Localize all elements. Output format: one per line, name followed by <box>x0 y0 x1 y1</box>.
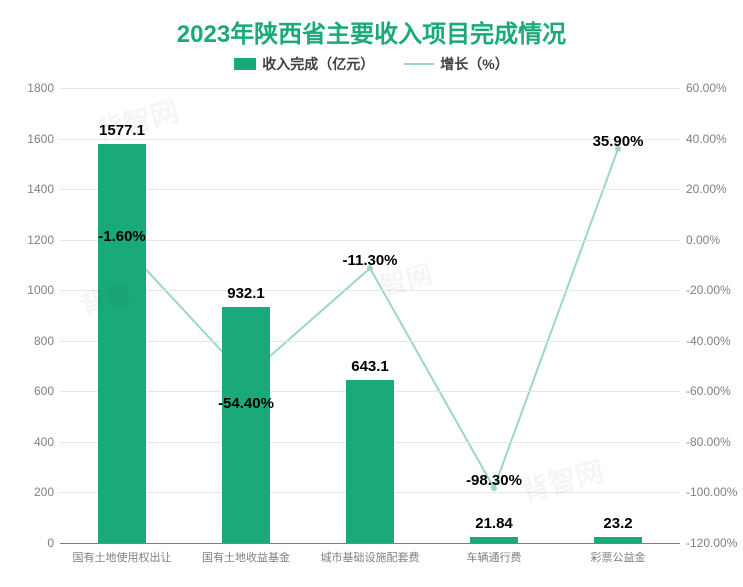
y-left-tick: 800 <box>34 334 54 348</box>
bar-value-label: 23.2 <box>603 515 632 532</box>
y-left-tick: 1600 <box>27 132 54 146</box>
y-right-tick: 0.00% <box>686 233 720 247</box>
grid-line <box>60 543 680 544</box>
legend-item-line: 增长（%） <box>404 54 508 74</box>
y-right-tick: 60.00% <box>686 81 727 95</box>
line-value-label: -11.30% <box>342 252 397 269</box>
y-right-tick: -120.00% <box>686 536 737 550</box>
legend-bar-swatch <box>234 58 256 70</box>
chart-title: 2023年陕西省主要收入项目完成情况 <box>0 14 743 49</box>
bar <box>470 537 517 543</box>
grid-line <box>60 341 680 342</box>
y-left-tick: 1200 <box>27 233 54 247</box>
y-right-tick: 20.00% <box>686 182 727 196</box>
bar <box>346 380 393 543</box>
chart-container: 2023年陕西省主要收入项目完成情况 收入完成（亿元） 增长（%） 020040… <box>0 0 743 587</box>
y-left-tick: 1800 <box>27 81 54 95</box>
y-left-tick: 1400 <box>27 182 54 196</box>
x-tick: 城市基础设施配套费 <box>321 549 420 565</box>
y-right-tick: -80.00% <box>686 435 731 449</box>
bar <box>222 307 269 543</box>
y-right-tick: -100.00% <box>686 485 737 499</box>
x-tick: 国有土地使用权出让 <box>73 549 172 565</box>
bar <box>98 144 145 543</box>
y-right-tick: -20.00% <box>686 283 731 297</box>
line-value-label: -54.40% <box>218 395 274 412</box>
legend: 收入完成（亿元） 增长（%） <box>0 54 743 74</box>
grid-line <box>60 290 680 291</box>
x-tick: 国有土地收益基金 <box>202 549 290 565</box>
bar <box>594 537 641 543</box>
grid-line <box>60 240 680 241</box>
legend-item-label: 收入完成（亿元） <box>262 54 374 74</box>
bar-value-label: 643.1 <box>351 358 389 375</box>
line-value-label: 35.90% <box>593 133 644 150</box>
y-right-tick: -40.00% <box>686 334 731 348</box>
grid-line <box>60 88 680 89</box>
y-left-tick: 1000 <box>27 283 54 297</box>
bar-value-label: 21.84 <box>475 515 513 532</box>
bar-value-label: 1577.1 <box>99 122 145 139</box>
legend-item-bar: 收入完成（亿元） <box>234 54 374 74</box>
plot-area: 020040060080010001200140016001800-120.00… <box>60 88 680 543</box>
x-tick: 车辆通行费 <box>467 549 522 565</box>
line-value-label: -1.60% <box>98 228 146 245</box>
bar-value-label: 932.1 <box>227 285 265 302</box>
legend-item-label: 增长（%） <box>440 54 508 74</box>
y-left-tick: 400 <box>34 435 54 449</box>
y-right-tick: -60.00% <box>686 384 731 398</box>
y-left-tick: 600 <box>34 384 54 398</box>
grid-line <box>60 139 680 140</box>
grid-line <box>60 189 680 190</box>
legend-line-swatch <box>404 63 434 65</box>
y-left-tick: 0 <box>47 536 54 550</box>
y-right-tick: 40.00% <box>686 132 727 146</box>
y-left-tick: 200 <box>34 485 54 499</box>
x-tick: 彩票公益金 <box>591 549 646 565</box>
line-value-label: -98.30% <box>466 472 522 489</box>
